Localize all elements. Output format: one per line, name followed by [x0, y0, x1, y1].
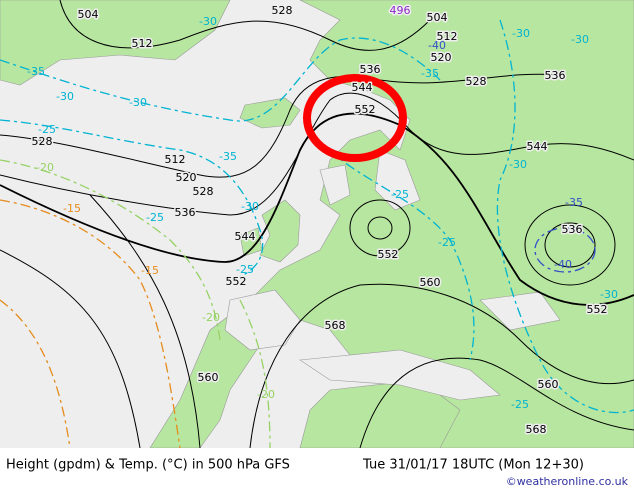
contour	[329, 149, 475, 361]
black-sea	[479, 291, 561, 331]
contour-label: 552	[226, 275, 247, 288]
footer-credit: ©weatheronline.co.uk	[506, 475, 629, 488]
contour	[359, 357, 634, 449]
north-sea	[319, 164, 351, 206]
contour-label: -35	[421, 67, 439, 80]
contour-label: 560	[420, 276, 441, 289]
contour-label: 568	[325, 319, 346, 332]
footer-time: Tue 31/01/17 18UTC (Mon 12+30)	[362, 458, 584, 473]
contour-label: 504	[427, 11, 448, 24]
contour-label: -30	[600, 288, 618, 301]
contour	[0, 112, 634, 306]
contour-label: 528	[466, 75, 487, 88]
contour-label: -25	[146, 211, 164, 224]
contour	[239, 299, 271, 449]
contour-label: -20	[257, 388, 275, 401]
land	[0, 0, 634, 449]
contour-label: -25	[391, 188, 409, 201]
contour-label: 496	[390, 4, 411, 17]
contour-label: -30	[571, 33, 589, 46]
contour-label: 544	[352, 81, 373, 94]
britain	[259, 199, 301, 263]
footer-title: Height (gpdm) & Temp. (°C) in 500 hPa GF…	[6, 458, 290, 473]
contour	[349, 199, 411, 257]
contour-label: -25	[438, 236, 456, 249]
contour-label: 536	[545, 69, 566, 82]
contour-label: -40	[554, 258, 572, 271]
contour-label: 552	[587, 303, 608, 316]
contour-label: 560	[538, 378, 559, 391]
contour	[524, 204, 616, 286]
contour-label: 536	[360, 63, 381, 76]
contour-label: -30	[56, 90, 74, 103]
contour	[0, 92, 634, 216]
contour-label: 560	[198, 371, 219, 384]
contour	[0, 249, 141, 449]
temperature-contours	[0, 19, 634, 449]
contour-label: -35	[219, 150, 237, 163]
contour-label: -30	[512, 27, 530, 40]
contour	[249, 283, 634, 449]
contour-label: -30	[199, 15, 217, 28]
contour-label: -20	[36, 161, 54, 174]
contour-label: 528	[32, 135, 53, 148]
contour-label: -20	[202, 311, 220, 324]
contour-label: -30	[129, 96, 147, 109]
height-contours	[0, 0, 634, 449]
contour-label: -25	[511, 398, 529, 411]
footer	[0, 448, 634, 490]
contour-label: 520	[176, 171, 197, 184]
contour	[496, 19, 634, 414]
contour	[544, 222, 596, 268]
contour	[89, 194, 201, 449]
contour-label: 504	[78, 8, 99, 21]
contour-label: -30	[241, 200, 259, 213]
contour	[367, 216, 393, 240]
contour-label: -35	[27, 65, 45, 78]
mediterranean	[299, 349, 501, 401]
contour-label: -15	[63, 202, 81, 215]
contour	[534, 227, 596, 273]
contour-label: -25	[38, 123, 56, 136]
contour	[0, 73, 561, 178]
highlight-circle	[303, 74, 407, 162]
contour-label: 544	[527, 140, 548, 153]
inland-seas	[224, 149, 561, 401]
contour-label: 512	[437, 30, 458, 43]
bay-of-biscay	[224, 289, 301, 351]
contour	[0, 119, 264, 281]
contour-label: -40	[428, 39, 446, 52]
contour-label: -25	[236, 263, 254, 276]
contour-label: 552	[378, 248, 399, 261]
contour	[0, 159, 221, 341]
contour-label: 512	[165, 153, 186, 166]
contour-label: -35	[565, 196, 583, 209]
contour	[0, 199, 181, 449]
contour-label: 536	[562, 223, 583, 236]
contour-label: 528	[272, 4, 293, 17]
contour-label: 536	[175, 206, 196, 219]
contour-label: -30	[509, 158, 527, 171]
contour-label: -15	[141, 264, 159, 277]
iceland	[239, 97, 301, 129]
contour-label: 528	[193, 185, 214, 198]
contour	[0, 37, 441, 122]
contour-label: 512	[132, 37, 153, 50]
greenland	[0, 0, 231, 86]
contour-label: 568	[526, 423, 547, 436]
contour-label: 520	[431, 51, 452, 64]
contour	[59, 0, 431, 51]
contour-label: 552	[355, 103, 376, 116]
contour-label: 544	[235, 230, 256, 243]
